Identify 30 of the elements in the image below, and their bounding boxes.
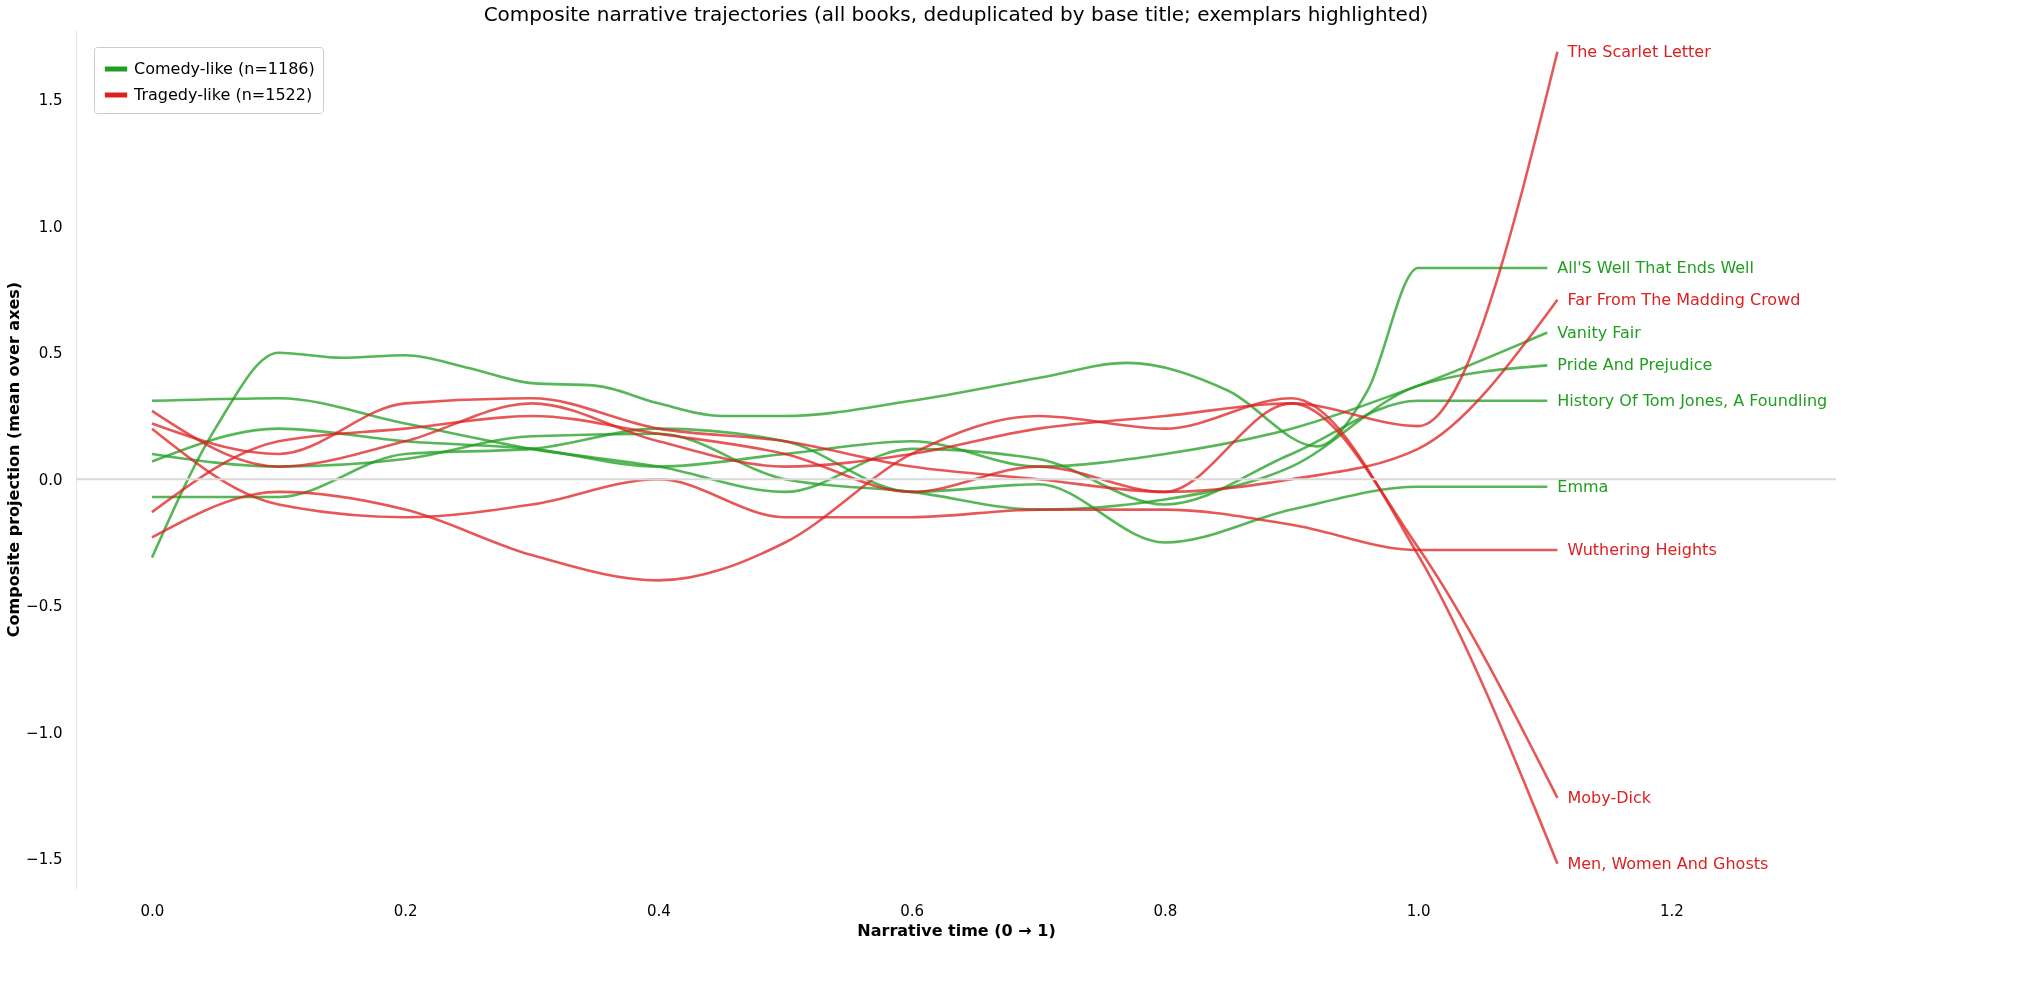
series-label: Far From The Madding Crowd (1567, 289, 1801, 309)
line-series (150, 266, 1549, 559)
series-label: Vanity Fair (1557, 322, 1642, 342)
x-tick-label: 0.0 (140, 901, 165, 920)
series-label: Pride And Prejudice (1557, 355, 1713, 375)
series-label: Wuthering Heights (1567, 540, 1717, 560)
series-label: The Scarlet Letter (1566, 41, 1712, 61)
chart-title: Composite narrative trajectories (all books, deduplicated by base title; exemplars highlighted) (483, 2, 1429, 26)
y-tick-label: −1.0 (26, 723, 63, 742)
y-axis-title: Composite projection (mean over axes) (4, 281, 24, 638)
y-tick-label: 1.5 (38, 91, 63, 110)
x-tick-label: 0.6 (900, 901, 925, 920)
y-tick-label: −0.5 (26, 597, 63, 616)
series-label: History Of Tom Jones, A Foundling (1557, 390, 1828, 410)
series-label: Moby-Dick (1567, 787, 1652, 807)
x-tick-label: 1.0 (1406, 901, 1431, 920)
y-tick-label: 0.0 (38, 470, 63, 489)
legend-label: Tragedy-like (n=1522) (133, 85, 313, 104)
y-tick-label: 0.5 (38, 344, 63, 363)
legend-label: Comedy-like (n=1186) (134, 59, 315, 78)
series-label: All'S Well That Ends Well (1557, 258, 1755, 278)
series-label: Emma (1557, 476, 1609, 496)
series-label: Men, Women And Ghosts (1567, 853, 1769, 873)
x-tick-label: 1.2 (1659, 901, 1684, 920)
y-tick-label: 1.0 (38, 217, 63, 236)
x-tick-label: 0.8 (1153, 901, 1178, 920)
x-tick-label: 0.2 (393, 901, 418, 920)
x-tick-label: 0.4 (647, 901, 671, 920)
x-axis-title: Narrative time (0 → 1) (857, 920, 1056, 940)
y-tick-label: −1.5 (26, 850, 63, 869)
